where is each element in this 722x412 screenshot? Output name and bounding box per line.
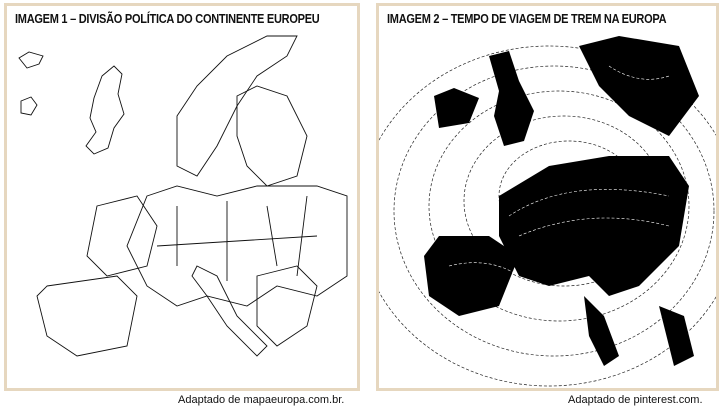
panel-title: IMAGEM 2 – TEMPO DE VIAGEM DE TREM NA EU… (387, 12, 667, 26)
panel-political-map: IMAGEM 1 – DIVISÃO POLÍTICA DO CONTINENT… (4, 3, 360, 391)
political-map (18, 35, 348, 357)
source-note: Adaptado de mapaeuropa.com.br. (178, 394, 345, 406)
source-note: Adaptado de pinterest.com. (568, 394, 703, 406)
panel-train-map: IMAGEM 2 – TEMPO DE VIAGEM DE TREM NA EU… (376, 3, 719, 391)
train-travel-map (379, 36, 716, 387)
panel-title: IMAGEM 1 – DIVISÃO POLÍTICA DO CONTINENT… (15, 12, 320, 26)
